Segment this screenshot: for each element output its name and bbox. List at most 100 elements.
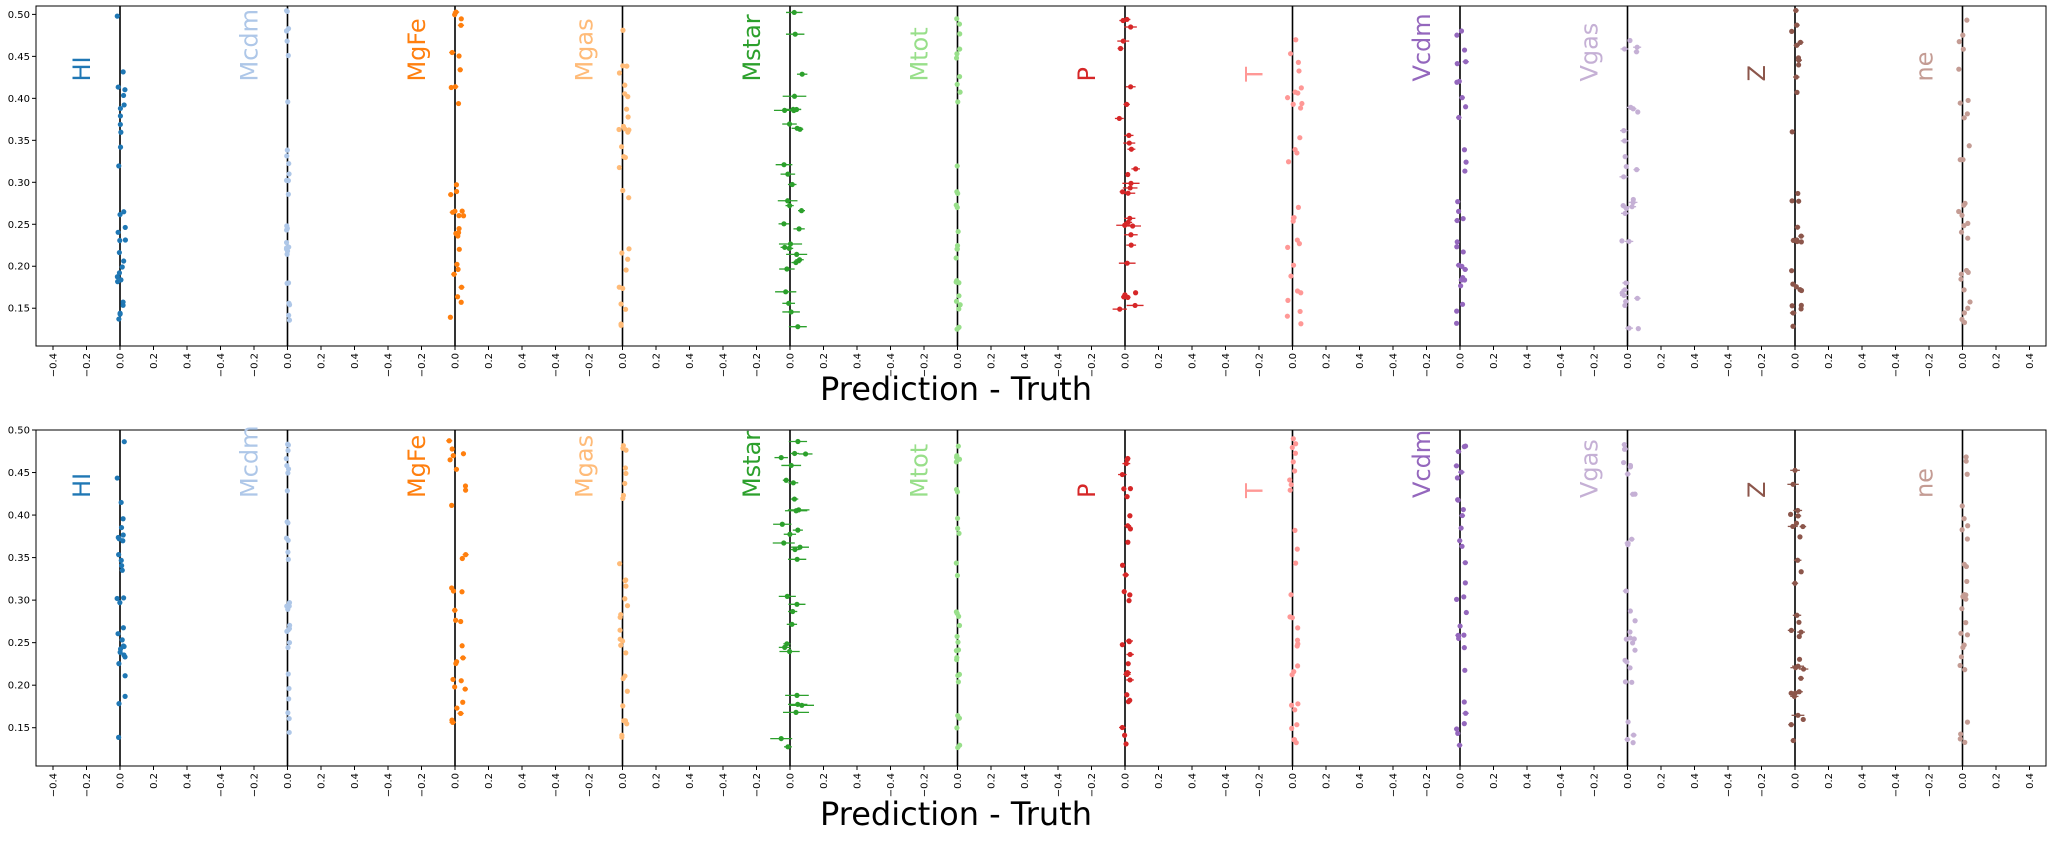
data-point bbox=[956, 530, 962, 536]
data-point bbox=[284, 147, 290, 153]
data-point bbox=[622, 82, 628, 88]
data-point bbox=[779, 521, 785, 527]
data-point bbox=[618, 322, 624, 329]
series-label-Z: Z bbox=[1743, 65, 1771, 81]
x-tick-label: −0.2 bbox=[920, 773, 931, 797]
data-point bbox=[1119, 562, 1126, 568]
data-point bbox=[286, 696, 292, 702]
data-point bbox=[1961, 310, 1968, 316]
data-point bbox=[781, 221, 787, 227]
x-tick-label: 0.0 bbox=[1456, 353, 1467, 369]
x-tick-label: 0.2 bbox=[1154, 773, 1165, 789]
data-point bbox=[1956, 208, 1962, 215]
data-point bbox=[1792, 467, 1798, 473]
series-label-Z: Z bbox=[1743, 482, 1771, 498]
data-point bbox=[1623, 205, 1629, 211]
data-point bbox=[286, 160, 292, 167]
x-tick-label: 0.2 bbox=[1322, 773, 1333, 789]
data-point bbox=[1298, 85, 1304, 91]
series-label-Mgas: Mgas bbox=[571, 18, 599, 81]
x-tick-label: −0.2 bbox=[1422, 773, 1433, 797]
x-tick-label: −0.2 bbox=[1255, 773, 1266, 797]
series-label-HI: HI bbox=[68, 473, 96, 498]
x-tick-label: −0.2 bbox=[82, 353, 93, 377]
x-tick-label: 0.4 bbox=[1858, 353, 1869, 369]
x-tick-label: −0.2 bbox=[920, 353, 931, 377]
data-point bbox=[1959, 212, 1965, 218]
data-point bbox=[954, 572, 961, 579]
data-point bbox=[1624, 659, 1630, 665]
x-tick-label: 0.4 bbox=[518, 773, 529, 789]
data-point bbox=[284, 153, 290, 159]
data-point bbox=[1962, 667, 1968, 673]
data-point bbox=[802, 451, 809, 457]
data-point bbox=[955, 525, 961, 531]
data-point bbox=[115, 229, 121, 235]
data-point bbox=[285, 191, 291, 197]
x-tick-label: −0.4 bbox=[719, 353, 730, 377]
data-point bbox=[120, 625, 126, 631]
x-tick-label: 0.0 bbox=[786, 773, 797, 789]
data-point bbox=[1621, 46, 1628, 52]
data-point bbox=[1790, 323, 1796, 329]
data-point bbox=[1625, 719, 1631, 725]
data-point bbox=[1630, 199, 1636, 205]
chart-panel-2: 0.15 0.20 0.25 0.30 0.35 0.40 0.45 0.50 −0.4 −0.2… bbox=[8, 426, 2047, 833]
data-point bbox=[1292, 527, 1298, 534]
data-point bbox=[1793, 74, 1799, 80]
y-tick-label: 0.50 bbox=[8, 10, 30, 21]
x-tick-label: 0.4 bbox=[1858, 773, 1869, 789]
data-point bbox=[1628, 104, 1634, 111]
x-tick-label: 0.2 bbox=[1657, 773, 1668, 789]
data-point bbox=[460, 655, 466, 661]
data-point bbox=[283, 177, 290, 183]
data-point bbox=[1455, 497, 1461, 503]
data-point bbox=[1126, 638, 1132, 644]
x-tick-label: −0.4 bbox=[1556, 773, 1567, 797]
x-tick-label: 0.0 bbox=[1791, 773, 1802, 789]
data-point bbox=[286, 729, 292, 736]
data-point bbox=[616, 284, 622, 290]
x-tick-label: 0.4 bbox=[350, 773, 361, 789]
data-point bbox=[956, 306, 962, 312]
data-point bbox=[1117, 306, 1123, 312]
data-point bbox=[1119, 724, 1125, 731]
x-tick-label: 0.2 bbox=[1489, 353, 1500, 369]
data-point bbox=[1294, 237, 1300, 243]
data-point bbox=[1127, 513, 1133, 519]
data-point bbox=[797, 126, 803, 132]
data-point bbox=[1454, 217, 1460, 224]
data-point bbox=[778, 735, 784, 742]
series-label-Mgas: Mgas bbox=[571, 435, 599, 498]
data-point bbox=[1127, 592, 1133, 598]
data-point bbox=[284, 225, 290, 231]
data-point bbox=[786, 648, 793, 655]
data-point bbox=[1128, 232, 1134, 238]
data-point bbox=[1798, 569, 1804, 575]
data-point bbox=[286, 171, 292, 177]
data-point bbox=[1455, 199, 1461, 205]
data-point bbox=[1789, 198, 1795, 204]
data-point bbox=[1631, 636, 1637, 642]
data-point bbox=[955, 228, 961, 235]
data-point bbox=[1796, 656, 1803, 662]
y-tick-label: 0.35 bbox=[8, 136, 30, 147]
data-point bbox=[625, 114, 631, 120]
data-point bbox=[1119, 471, 1125, 478]
x-tick-label: −0.2 bbox=[1925, 353, 1936, 377]
data-point bbox=[1292, 468, 1298, 474]
x-tick-label: 0.4 bbox=[518, 353, 529, 369]
x-tick-label: −0.4 bbox=[49, 773, 60, 797]
data-point bbox=[623, 447, 629, 453]
data-point bbox=[1958, 271, 1964, 277]
data-point bbox=[1291, 737, 1298, 743]
data-point bbox=[1455, 730, 1461, 736]
data-point bbox=[1458, 28, 1465, 34]
data-point bbox=[1127, 651, 1133, 658]
y-tick-label: 0.40 bbox=[8, 511, 30, 522]
data-point bbox=[1956, 66, 1962, 72]
data-point bbox=[1294, 722, 1300, 728]
x-tick-label: −0.4 bbox=[886, 353, 897, 377]
data-point bbox=[1630, 740, 1636, 746]
